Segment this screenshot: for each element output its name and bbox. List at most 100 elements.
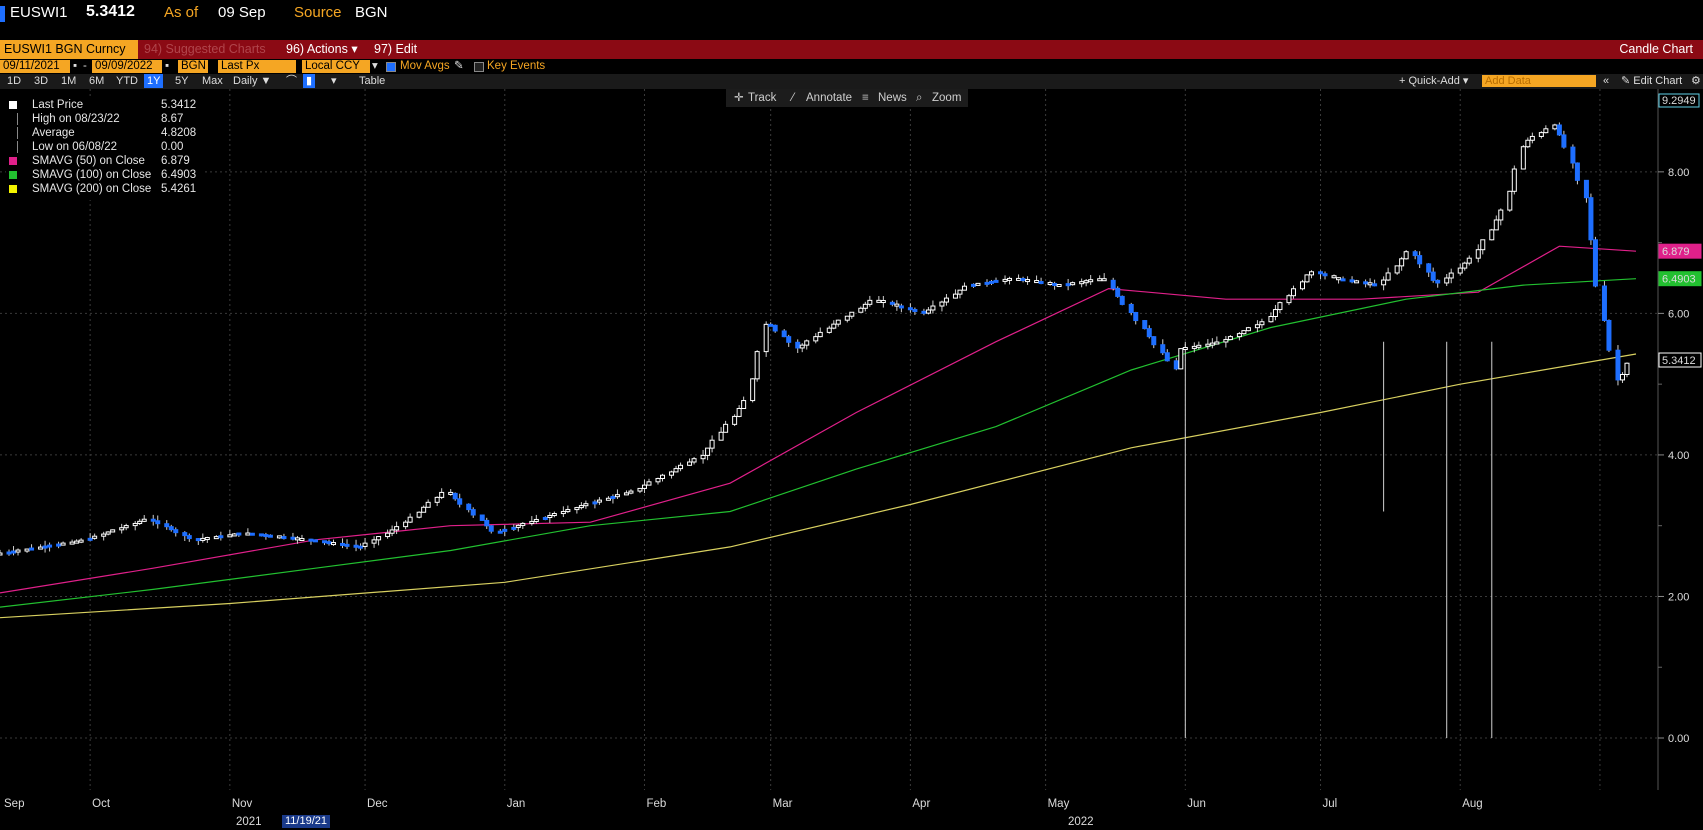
currency-select[interactable]: Local CCY [302,60,370,73]
period-1m-button[interactable]: 1M [61,75,77,87]
track-tool[interactable]: Track [748,92,777,104]
candle-down [42,545,48,549]
crosshair-icon[interactable]: ✛ [734,92,744,104]
line-chart-icon[interactable]: ⌒ [286,75,297,87]
price-field-select[interactable]: Last Px [218,60,296,73]
candle-up [1209,342,1215,346]
start-date-field[interactable]: 09/11/2021 [0,60,70,73]
candle-down [912,309,918,313]
candle-up [1462,262,1468,269]
table-button[interactable]: Table [359,75,386,87]
news-icon[interactable]: ≡ [862,92,869,104]
candle-down [358,545,364,549]
moving-average-line [0,353,1637,619]
pricing-source-field[interactable]: BGN [178,60,208,73]
security-field[interactable]: EUSWI1 BGN Curncy [0,40,138,59]
candle-up [1619,373,1625,381]
candle-up [596,499,602,503]
price-chart[interactable]: 0.00 2.00 4.00 6.00 8.00 9.2949 6.879 6.4903 5.3… [0,89,1703,790]
news-tool[interactable]: News [878,92,907,104]
candle-up [403,521,409,528]
candle-up [1286,295,1292,304]
candle-up [1002,278,1008,282]
candle-up [930,305,936,311]
candle-up [78,539,84,543]
candle-down [772,324,778,332]
period-3d-button[interactable]: 3D [34,75,49,87]
right-value-box [1658,271,1702,287]
period-1y-button[interactable]: 1Y [144,74,164,88]
edit-menu-button[interactable]: 97) Edit ▾ [374,42,418,75]
candle-down [466,503,472,511]
candle-up [371,539,377,544]
candle-chart-icon[interactable]: ▮ [303,74,316,88]
date-flag: 11/19/21 [282,815,331,828]
mov-avgs-checkbox[interactable] [386,62,396,72]
candle-up [551,513,557,517]
candle-up [74,540,80,544]
candle-down [1574,162,1580,181]
candle-up [439,491,445,498]
calendar-icon[interactable]: ▪ [165,60,170,72]
y-tick-label: 6.00 [1668,308,1689,320]
candle-up [813,336,819,342]
candle-up [723,423,729,433]
candle-up [763,323,769,353]
candle-down [768,323,774,327]
suggested-charts-button[interactable]: 94) Suggested Charts [144,42,266,56]
frequency-select[interactable]: Daily ▼ [233,75,272,87]
candle-down [1065,283,1071,287]
candle-up [957,289,963,295]
actions-menu-button[interactable]: 96) Actions ▾ [286,42,358,56]
candle-down [795,341,801,349]
legend-value: 8.67 [161,113,184,125]
candle-up [132,522,138,527]
annotate-tool[interactable]: Annotate [806,92,853,104]
candle-down [1592,239,1598,287]
search-icon[interactable]: ⌕ [916,92,923,104]
period-ytd-button[interactable]: YTD [116,75,138,87]
calendar-icon[interactable]: ▪ [73,60,78,72]
period-5y-button[interactable]: 5Y [175,75,189,87]
candle-down [308,538,314,542]
candle-up [660,474,666,480]
candle-up [385,532,391,538]
zoom-tool[interactable]: Zoom [932,92,962,104]
candle-up [294,537,300,541]
key-events-checkbox[interactable] [474,62,484,72]
end-date-field[interactable]: 09/09/2022 [92,60,162,73]
candle-up [331,542,337,546]
candle-up [858,307,864,313]
candle-down [1363,281,1369,285]
candle-up [894,303,900,307]
candle-up [362,542,368,547]
edit-chart-button[interactable]: ✎ Edit Chart [1621,75,1683,87]
pencil-icon[interactable]: ⁄ [792,92,794,104]
period-max-button[interactable]: Max [202,75,223,87]
period-1d-button[interactable]: 1D [7,75,22,87]
legend-swatch [9,157,17,165]
chevron-down-icon[interactable]: ▾ [372,60,378,72]
chevron-down-icon[interactable]: ▾ [331,75,337,87]
period-6m-button[interactable]: 6M [89,75,105,87]
pencil-icon[interactable]: ✎ [454,60,464,72]
gear-icon[interactable]: ⚙ [1691,75,1701,87]
mov-avgs-label: Mov Avgs [400,60,450,72]
candle-down [258,533,264,537]
candle-up [520,522,526,526]
candle-up [515,524,521,528]
legend-row: SMAVG (50) on Close 6.879 [6,154,202,168]
candle-up [1178,348,1184,370]
x-axis-area: Sep Oct Nov Dec Jan Feb Mar Apr May Jun Jul Aug 202… [0,790,1703,830]
quick-add-button[interactable]: + Quick-Add ▾ [1399,75,1469,87]
add-data-input[interactable]: Add Data [1482,75,1596,87]
candle-up [213,536,219,540]
candle-up [1394,265,1400,274]
candle-up [678,464,684,470]
candle-down [1417,255,1423,265]
candle-up [817,331,823,338]
candle-up [691,458,697,463]
year-label: 2021 [236,816,262,828]
candle-down [970,283,976,287]
collapse-icon[interactable]: « [1603,75,1610,87]
